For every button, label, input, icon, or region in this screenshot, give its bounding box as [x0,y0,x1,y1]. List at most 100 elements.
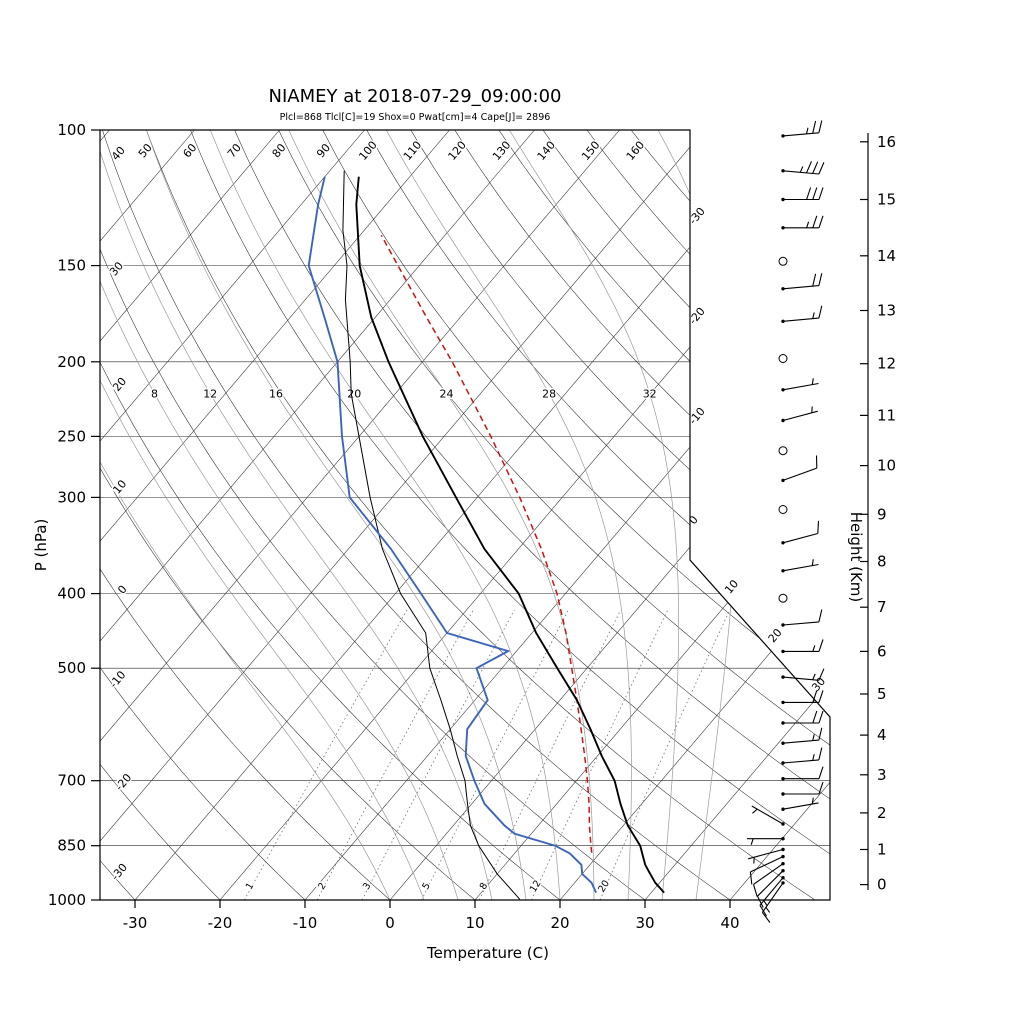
svg-text:120: 120 [445,139,468,163]
svg-text:5: 5 [877,685,887,703]
svg-text:5: 5 [420,881,433,892]
svg-text:0: 0 [385,914,395,932]
svg-text:4: 4 [877,726,887,744]
dewpoint-curve [307,176,597,893]
wind-barb [778,446,788,456]
mixing-ratio-lines [244,609,731,900]
wind-barb [781,727,823,745]
svg-text:30: 30 [635,914,654,932]
wind-barb [781,455,818,483]
svg-text:20: 20 [550,914,569,932]
wind-barb [757,869,785,908]
svg-text:11: 11 [877,406,896,424]
svg-text:40: 40 [109,144,128,163]
svg-text:30: 30 [809,675,828,694]
svg-text:2: 2 [877,804,887,822]
svg-text:20: 20 [596,878,612,894]
svg-text:150: 150 [57,257,86,275]
wind-barb [781,668,825,681]
temperature-curve [355,176,665,894]
wind-barb [752,862,785,897]
svg-text:20: 20 [110,375,129,394]
wind-barb [781,747,823,765]
svg-text:12: 12 [877,355,896,373]
svg-text:0: 0 [686,513,700,527]
svg-text:500: 500 [57,659,86,677]
isobar-lines [100,130,830,900]
svg-text:13: 13 [877,302,896,320]
svg-text:140: 140 [535,139,558,163]
svg-text:2: 2 [316,881,329,892]
wind-barb [781,781,824,796]
wind-barb [781,797,819,811]
svg-text:10: 10 [722,577,741,596]
svg-text:9: 9 [877,505,887,523]
svg-text:14: 14 [877,247,896,265]
svg-text:-30: -30 [123,914,148,932]
chart-title: NIAMEY at 2018-07-29_09:00:00 [269,86,562,107]
wind-barb [781,120,823,138]
svg-text:160: 160 [624,139,647,163]
right-axis-title: Height (Km) [847,512,865,603]
wind-barb [781,215,824,230]
svg-text:700: 700 [57,772,86,790]
svg-text:3: 3 [877,766,887,784]
pressure-axis: 100 150 200 250 300 400 500 700 850 1000 [48,121,100,909]
wind-barb [751,805,785,826]
wind-barb [781,378,819,392]
wind-barb [747,837,785,845]
svg-text:1: 1 [244,881,257,892]
svg-text:100: 100 [356,139,379,163]
svg-text:110: 110 [401,139,424,163]
svg-text:1: 1 [877,841,887,859]
wind-barb [748,847,785,864]
wind-barb [781,406,818,423]
svg-text:32: 32 [643,388,657,401]
wind-barb [778,256,788,266]
svg-text:0: 0 [115,583,129,597]
parcel-ascent-curve [380,234,593,853]
svg-text:-20: -20 [113,771,135,793]
x-axis-title: Temperature (C) [426,944,549,962]
params-line: Plcl=868 Tlcl[C]=19 Shox=0 Pwat[cm]=4 Ca… [280,112,551,123]
sounding-profiles [307,170,665,900]
wind-barb [778,505,788,514]
wind-barb [778,593,788,603]
svg-text:250: 250 [57,427,86,445]
svg-text:10: 10 [877,457,896,475]
wind-barb [781,305,823,323]
svg-text:16: 16 [269,388,283,401]
svg-text:200: 200 [57,353,86,371]
svg-text:8: 8 [151,388,158,401]
svg-text:30: 30 [107,259,126,278]
svg-text:12: 12 [203,388,217,401]
wind-barb [781,690,824,705]
aux-thin-profile-line [342,170,521,900]
background-lines [100,130,830,900]
moist-adiabat-lines [100,130,739,900]
svg-text:-10: -10 [293,914,318,932]
isotherm-lines [100,130,830,900]
wind-barb [781,273,823,291]
svg-text:20: 20 [347,388,361,401]
wind-barb [781,609,823,627]
svg-text:850: 850 [57,837,86,855]
svg-text:12: 12 [528,878,544,894]
svg-text:15: 15 [877,191,896,209]
svg-text:6: 6 [877,642,887,660]
svg-text:40: 40 [720,914,739,932]
svg-text:24: 24 [440,388,454,401]
svg-text:28: 28 [542,388,556,401]
svg-text:-10: -10 [107,668,129,690]
wind-barb [781,639,824,654]
dry-adiabat-lines [100,130,830,900]
svg-text:1000: 1000 [48,891,86,909]
svg-text:10: 10 [110,478,129,497]
wind-barb-column [747,120,825,923]
wind-barb [781,766,824,781]
wind-barb [778,354,788,363]
